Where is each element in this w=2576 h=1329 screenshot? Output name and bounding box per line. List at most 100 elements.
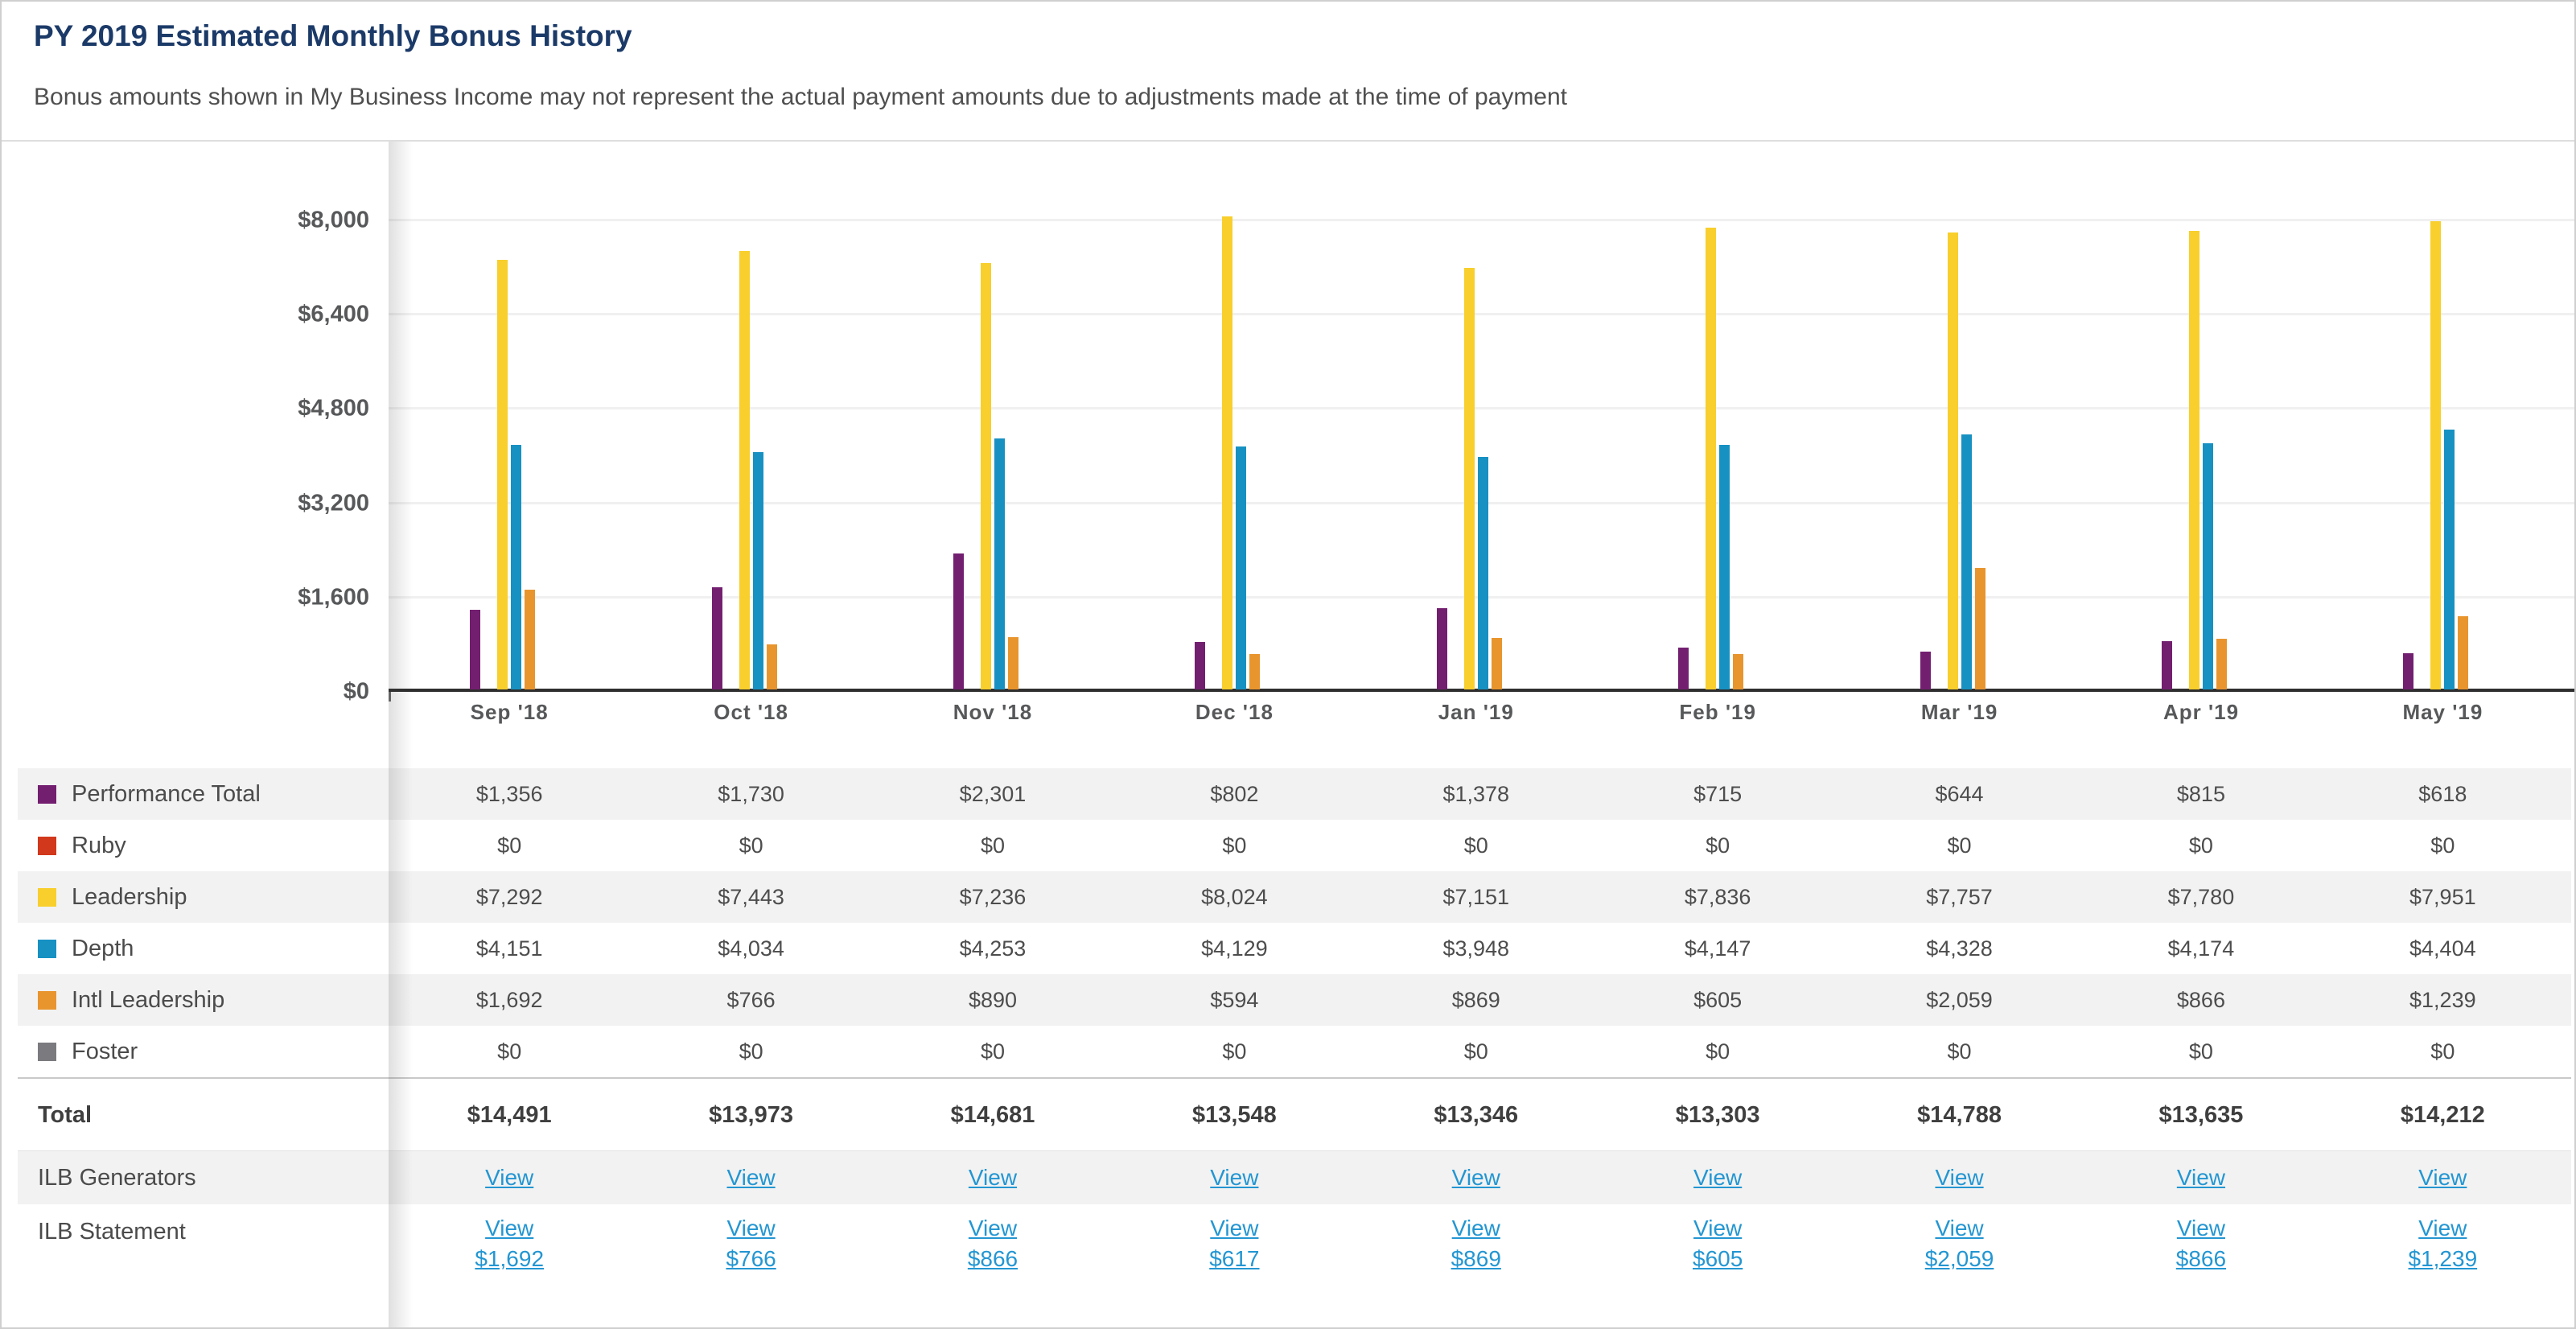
page-title: PY 2019 Estimated Monthly Bonus History — [34, 19, 632, 52]
x-axis-label: Feb '19 — [1679, 700, 1756, 724]
gridline-8000 — [389, 219, 2574, 221]
bar-leadership — [1222, 216, 1233, 689]
bar-leadership — [1463, 268, 1475, 689]
ilb-generators-view-link[interactable]: View — [1210, 1165, 1259, 1190]
bar-intl-leadership — [2216, 639, 2227, 689]
row-label-text: Depth — [72, 935, 134, 961]
value-cell: $0 — [1222, 1039, 1247, 1064]
value-cell: $890 — [968, 987, 1018, 1012]
x-axis-label: Dec '18 — [1195, 700, 1274, 724]
ilb-statement-cell: View $866 — [968, 1204, 1018, 1274]
ilb-statement-view-link[interactable]: View — [968, 1216, 1018, 1241]
ilb-statement-view-link[interactable]: View — [2418, 1216, 2467, 1241]
gridline-4800 — [389, 407, 2574, 410]
value-cell: $4,151 — [475, 936, 543, 961]
bar-depth — [2203, 443, 2213, 689]
ilb-generators-cell: View — [1210, 1165, 1258, 1191]
ilb-generators-view-link[interactable]: View — [726, 1165, 776, 1190]
ilb-statement-amount-link[interactable]: $866 — [967, 1246, 1018, 1271]
table-row-foster: Foster $0 $0 $0 $0 $0 $0 $0 $0 $0 — [18, 1026, 2571, 1077]
value-cell: $1,356 — [475, 781, 543, 806]
ilb-statement-amount-link[interactable]: $866 — [2175, 1246, 2227, 1271]
ilb-statement-amount-link[interactable]: $869 — [1451, 1246, 1501, 1271]
ilb-statement-view-link[interactable]: View — [1210, 1216, 1259, 1241]
x-axis-label: Nov '18 — [953, 700, 1033, 724]
value-cell: $0 — [1222, 833, 1247, 858]
ilb-generators-view-link[interactable]: View — [1935, 1165, 1984, 1190]
bonus-bar-chart — [389, 143, 2574, 702]
value-cell: $0 — [1947, 1039, 1972, 1064]
value-cell: $8,024 — [1201, 884, 1268, 909]
value-cell: $815 — [2176, 781, 2225, 806]
legend-swatch — [38, 1042, 56, 1061]
ilb-statement-view-link[interactable]: View — [2176, 1216, 2226, 1241]
row-label-text: Ruby — [72, 832, 126, 858]
value-cell: $1,730 — [718, 781, 784, 806]
bar-leadership — [1947, 232, 1958, 689]
ilb-statement-amount-link[interactable]: $2,059 — [1924, 1246, 1994, 1271]
ilb-statement-view-link[interactable]: View — [485, 1216, 534, 1241]
row-label-text: Intl Leadership — [72, 986, 225, 1013]
bar-intl-leadership — [1733, 654, 1744, 689]
x-axis-line — [389, 689, 2574, 692]
legend-swatch — [38, 836, 56, 855]
row-label-text: ILB Statement — [38, 1219, 186, 1245]
bonus-table: Performance Total $1,356 $1,730 $2,301 $802 $… — [18, 2, 2571, 1327]
legend-swatch — [38, 784, 56, 804]
value-cell: $0 — [2430, 1039, 2455, 1064]
bar-group-Jan '19 — [1436, 268, 1516, 689]
bar-depth — [1719, 445, 1730, 689]
ilb-statement-cell: View $2,059 — [1925, 1204, 1994, 1274]
y-axis-tick-label: $8,000 — [298, 207, 369, 233]
value-cell: $0 — [739, 833, 763, 858]
ilb-generators-cell: View — [2177, 1165, 2225, 1191]
row-label-text: Performance Total — [72, 780, 261, 807]
ilb-statement-cell: View $1,692 — [475, 1204, 544, 1274]
ilb-generators-view-link[interactable]: View — [1451, 1165, 1500, 1190]
total-value-cell: $14,491 — [467, 1102, 552, 1128]
bar-group-Oct '18 — [711, 251, 791, 689]
bar-depth — [1236, 446, 1247, 689]
value-cell: $7,443 — [718, 884, 784, 909]
gridline-6400 — [389, 313, 2574, 316]
ilb-statement-amount-link[interactable]: $1,239 — [2408, 1246, 2478, 1271]
ilb-generators-view-link[interactable]: View — [2176, 1165, 2226, 1190]
ilb-statement-amount-link[interactable]: $617 — [1209, 1246, 1260, 1271]
bar-leadership — [981, 263, 991, 689]
ilb-generators-view-link[interactable]: View — [485, 1165, 534, 1190]
y-axis-tick-label: $0 — [343, 678, 369, 705]
ilb-statement-view-link[interactable]: View — [1693, 1216, 1743, 1241]
value-cell: $7,757 — [1926, 884, 1993, 909]
bar-performance-total — [1195, 642, 1206, 689]
value-cell: $618 — [2418, 781, 2467, 806]
bar-group-Sep '18 — [470, 260, 549, 689]
bar-group-May '19 — [2403, 221, 2482, 689]
value-cell: $869 — [1451, 987, 1500, 1012]
bar-intl-leadership — [1974, 568, 1985, 689]
value-cell: $0 — [497, 1039, 522, 1064]
bar-intl-leadership — [1249, 654, 1261, 689]
row-label: Performance Total — [18, 781, 261, 808]
value-cell: $4,253 — [959, 936, 1027, 961]
x-axis-label: Apr '19 — [2162, 700, 2240, 724]
value-cell: $2,059 — [1926, 987, 1993, 1012]
ilb-generators-cell: View — [1452, 1165, 1500, 1191]
value-cell: $1,239 — [2409, 987, 2476, 1012]
bar-leadership — [739, 251, 750, 689]
ilb-statement-amount-link[interactable]: $1,692 — [475, 1246, 545, 1271]
legend-swatch — [38, 887, 56, 907]
ilb-generators-view-link[interactable]: View — [1693, 1165, 1743, 1190]
bar-leadership — [2189, 231, 2199, 689]
ilb-statement-amount-link[interactable]: $605 — [1693, 1246, 1743, 1271]
value-cell: $4,174 — [2167, 936, 2235, 961]
bar-leadership — [1706, 228, 1717, 689]
ilb-generators-view-link[interactable]: View — [968, 1165, 1018, 1190]
ilb-statement-view-link[interactable]: View — [1935, 1216, 1984, 1241]
value-cell: $0 — [2430, 833, 2455, 858]
y-axis-tick-label: $1,600 — [298, 584, 369, 611]
ilb-generators-view-link[interactable]: View — [2418, 1165, 2467, 1190]
ilb-statement-view-link[interactable]: View — [726, 1216, 776, 1241]
ilb-statement-view-link[interactable]: View — [1451, 1216, 1500, 1241]
ilb-statement-amount-link[interactable]: $766 — [726, 1246, 776, 1271]
value-cell: $0 — [1706, 1039, 1730, 1064]
